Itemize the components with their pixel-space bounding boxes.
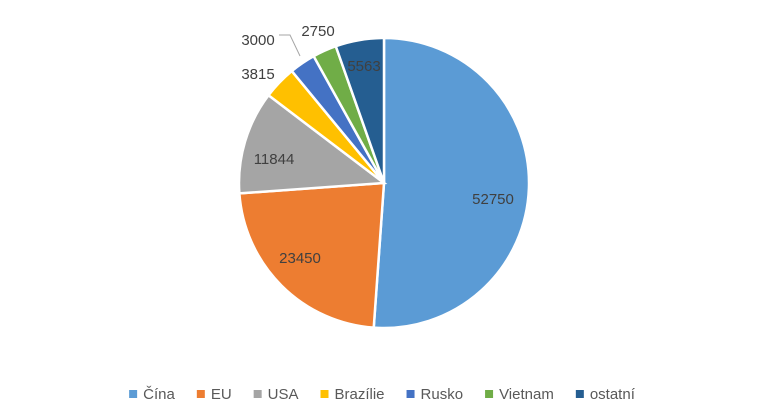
data-label-čína: 52750: [472, 191, 514, 208]
legend-swatch: [485, 390, 494, 398]
legend-item-vietnam: Vietnam: [485, 386, 554, 403]
legend-item-eu: EU: [196, 386, 232, 403]
pie-slices: [237, 36, 531, 330]
legend-item-čína: Čína: [129, 386, 175, 403]
legend-item-usa: USA: [253, 386, 299, 403]
legend-swatch: [406, 390, 415, 398]
legend-item-ostatní: ostatní: [575, 386, 636, 403]
legend: Čína EU USA Brazílie Rusko Vietnam ostatní: [129, 386, 636, 403]
legend-swatch: [253, 390, 262, 398]
data-label-eu: 23450: [279, 250, 321, 267]
legend-swatch: [320, 390, 329, 398]
legend-label: Rusko: [421, 386, 464, 403]
pie-slice-čína: [372, 36, 531, 330]
legend-item-brazílie: Brazílie: [320, 386, 385, 403]
legend-label: USA: [268, 386, 299, 403]
legend-swatch: [575, 390, 584, 398]
data-label-ostatní: 5563: [347, 58, 380, 75]
legend-swatch: [196, 390, 205, 398]
legend-label: ostatní: [590, 386, 636, 403]
data-label-usa: 11844: [254, 151, 295, 168]
data-labels: 52750 23450 11844 3815 3000 2750 5563: [241, 23, 514, 267]
pie-slice-ostatní: [334, 36, 386, 184]
legend-label: Čína: [143, 386, 175, 403]
legend-label: Vietnam: [499, 386, 554, 403]
data-label-vietnam: 2750: [301, 23, 334, 40]
legend-swatch: [129, 390, 138, 398]
pie-slice-eu: [238, 181, 386, 329]
legend-item-rusko: Rusko: [406, 386, 464, 403]
data-label-brazílie: 3815: [241, 66, 274, 83]
legend-label: EU: [211, 386, 232, 403]
data-label-rusko: 3000: [241, 32, 274, 49]
pie-slice-usa: [237, 93, 388, 195]
legend-label: Brazílie: [335, 386, 385, 403]
label-leader-line: [279, 34, 301, 57]
